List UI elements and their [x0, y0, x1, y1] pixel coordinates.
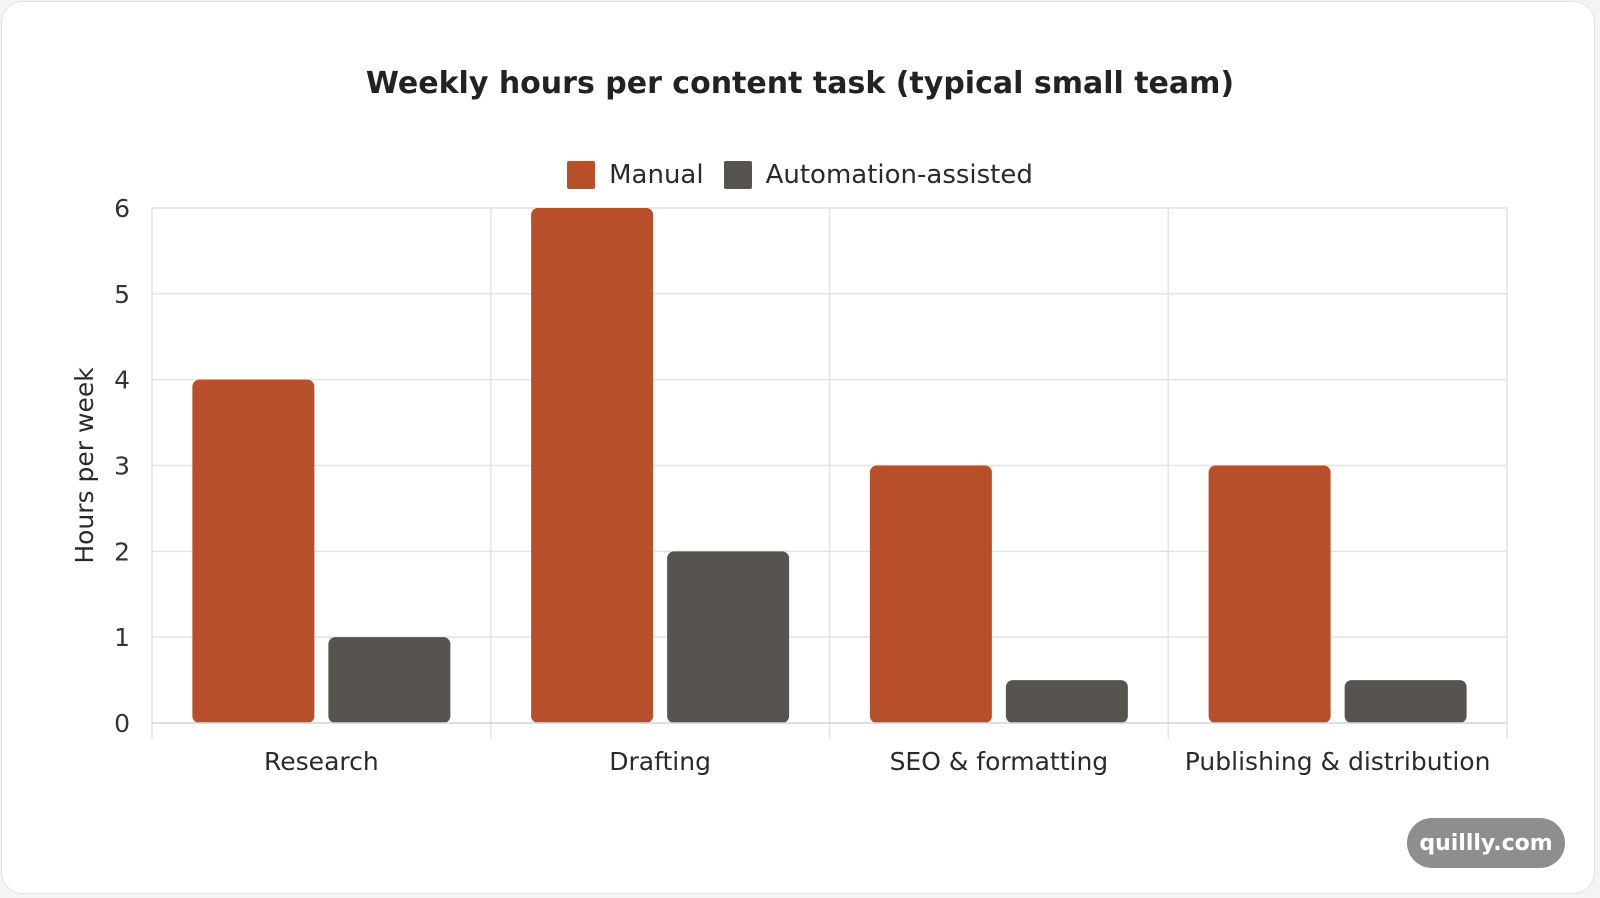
chart-title: Weekly hours per content task (typical s… — [365, 66, 1235, 101]
x-tick-label-1: Drafting — [609, 747, 711, 776]
watermark-badge[interactable]: quillly.com — [1407, 818, 1565, 868]
legend-item-automation-assisted: Automation-assisted — [723, 160, 1033, 190]
y-tick-label-6: 6 — [114, 194, 130, 223]
x-tick-label-2: SEO & formatting — [890, 747, 1109, 776]
y-tick-label-4: 4 — [114, 366, 130, 395]
bar-automation-assisted-2 — [1005, 680, 1128, 723]
legend-swatch-manual — [567, 161, 596, 189]
x-tick-label-0: Research — [264, 747, 379, 776]
chart-legend: Manual Automation-assisted — [0, 160, 1600, 190]
bar-automation-assisted-3 — [1344, 680, 1467, 723]
bar-manual-3 — [1208, 465, 1331, 723]
bar-manual-2 — [869, 465, 992, 723]
y-tick-label-3: 3 — [114, 452, 130, 481]
y-axis-label: Hours per week — [70, 367, 99, 564]
legend-label-automation-assisted: Automation-assisted — [765, 160, 1033, 190]
y-tick-label-1: 1 — [114, 623, 130, 652]
bar-automation-assisted-1 — [667, 551, 790, 723]
bar-automation-assisted-0 — [328, 637, 451, 723]
legend-item-manual: Manual — [567, 160, 704, 190]
legend-label-manual: Manual — [609, 160, 704, 190]
y-tick-label-0: 0 — [114, 709, 130, 738]
bar-manual-1 — [531, 208, 654, 723]
y-tick-label-2: 2 — [114, 537, 130, 566]
legend-swatch-automation-assisted — [723, 161, 752, 189]
x-tick-label-3: Publishing & distribution — [1185, 747, 1491, 776]
bar-manual-0 — [192, 379, 315, 723]
y-tick-label-5: 5 — [114, 280, 130, 309]
